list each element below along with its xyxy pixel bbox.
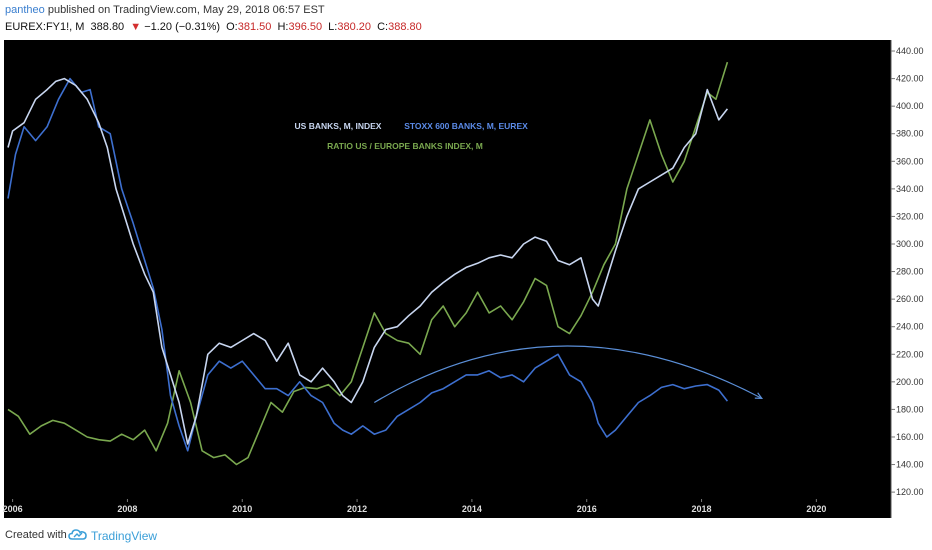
y-tick-label: 220.00	[896, 349, 924, 359]
legend-ratio: RATIO US / EUROPE BANKS INDEX, M	[327, 141, 483, 151]
series-ratio-line[interactable]	[7, 61, 729, 466]
x-tick-label: 2016	[577, 504, 597, 514]
chart-legend: US BANKS, M, INDEX STOXX 600 BANKS, M, E…	[295, 121, 529, 151]
high-value: 396.50	[288, 21, 323, 33]
series-layer	[7, 61, 729, 466]
legend-stoxx600-banks: STOXX 600 BANKS, M, EUREX	[404, 121, 528, 131]
y-tick-label: 300.00	[896, 239, 924, 249]
footer-bar: Created with TradingView	[0, 521, 932, 550]
low-label: L:	[328, 21, 338, 33]
y-tick-label: 120.00	[896, 487, 924, 497]
x-tick-label: 2006	[3, 504, 23, 514]
x-tick-label: 2012	[347, 504, 367, 514]
series-stoxx600-banks-line[interactable]	[7, 77, 729, 452]
legend-us-banks: US BANKS, M, INDEX	[295, 121, 382, 131]
price-change: −1.20 (−0.31%)	[144, 21, 221, 33]
x-tick-label: 2018	[692, 504, 712, 514]
created-with-text: Created with	[5, 529, 67, 541]
symbol-info: EUREX:FY1!, M 388.80 ▼ −1.20 (−0.31%) O:…	[5, 21, 422, 33]
x-tick-label: 2010	[232, 504, 252, 514]
y-tick-label: 340.00	[896, 184, 924, 194]
plot-area[interactable]	[4, 40, 891, 499]
published-text: published on TradingView.com, May 29, 20…	[47, 4, 325, 16]
y-tick-label: 240.00	[896, 322, 924, 332]
open-value: 381.50	[237, 21, 272, 33]
y-tick-label: 180.00	[896, 404, 924, 414]
y-tick-label: 440.00	[896, 46, 924, 56]
trend-arc[interactable]	[373, 345, 763, 404]
chart-header: pantheo published on TradingView.com, Ma…	[0, 0, 932, 38]
price-chart[interactable]: 120.00 140.00 160.00 180.00 200.00 220.00 240.…	[0, 38, 932, 521]
price-axis[interactable]: 120.00 140.00 160.00 180.00 200.00 220.00 240.…	[891, 46, 924, 497]
author-link[interactable]: pantheo	[5, 4, 45, 16]
close-value: 388.80	[388, 21, 422, 33]
symbol-name[interactable]: EUREX:FY1!, M	[5, 21, 85, 33]
tradingview-link[interactable]: TradingView	[91, 529, 158, 543]
x-tick-label: 2020	[806, 504, 826, 514]
y-tick-label: 320.00	[896, 211, 924, 221]
y-tick-label: 160.00	[896, 432, 924, 442]
close-label: C:	[377, 21, 389, 33]
open-label: O:	[226, 21, 238, 33]
y-tick-label: 280.00	[896, 267, 924, 277]
time-axis-strip	[4, 499, 891, 518]
last-price: 388.80	[90, 21, 125, 33]
publish-info: pantheo published on TradingView.com, Ma…	[5, 4, 325, 16]
annotation-layer	[373, 345, 764, 404]
triangle-down-icon: ▼	[130, 21, 142, 33]
tradingview-cloud-icon[interactable]	[68, 526, 88, 542]
y-tick-label: 140.00	[896, 460, 924, 470]
high-label: H:	[277, 21, 289, 33]
series-us-banks-line[interactable]	[7, 77, 729, 445]
x-tick-label: 2014	[462, 504, 482, 514]
y-tick-label: 420.00	[896, 74, 924, 84]
y-tick-label: 360.00	[896, 156, 924, 166]
low-value: 380.20	[337, 21, 372, 33]
y-tick-label: 400.00	[896, 101, 924, 111]
x-tick-label: 2008	[117, 504, 137, 514]
arrowhead-icon	[754, 392, 764, 400]
y-tick-label: 380.00	[896, 129, 924, 139]
y-tick-label: 200.00	[896, 377, 924, 387]
y-tick-label: 260.00	[896, 294, 924, 304]
time-axis[interactable]: 2006 2008 2010 2012 2014 2016 2018 2020	[3, 499, 827, 514]
